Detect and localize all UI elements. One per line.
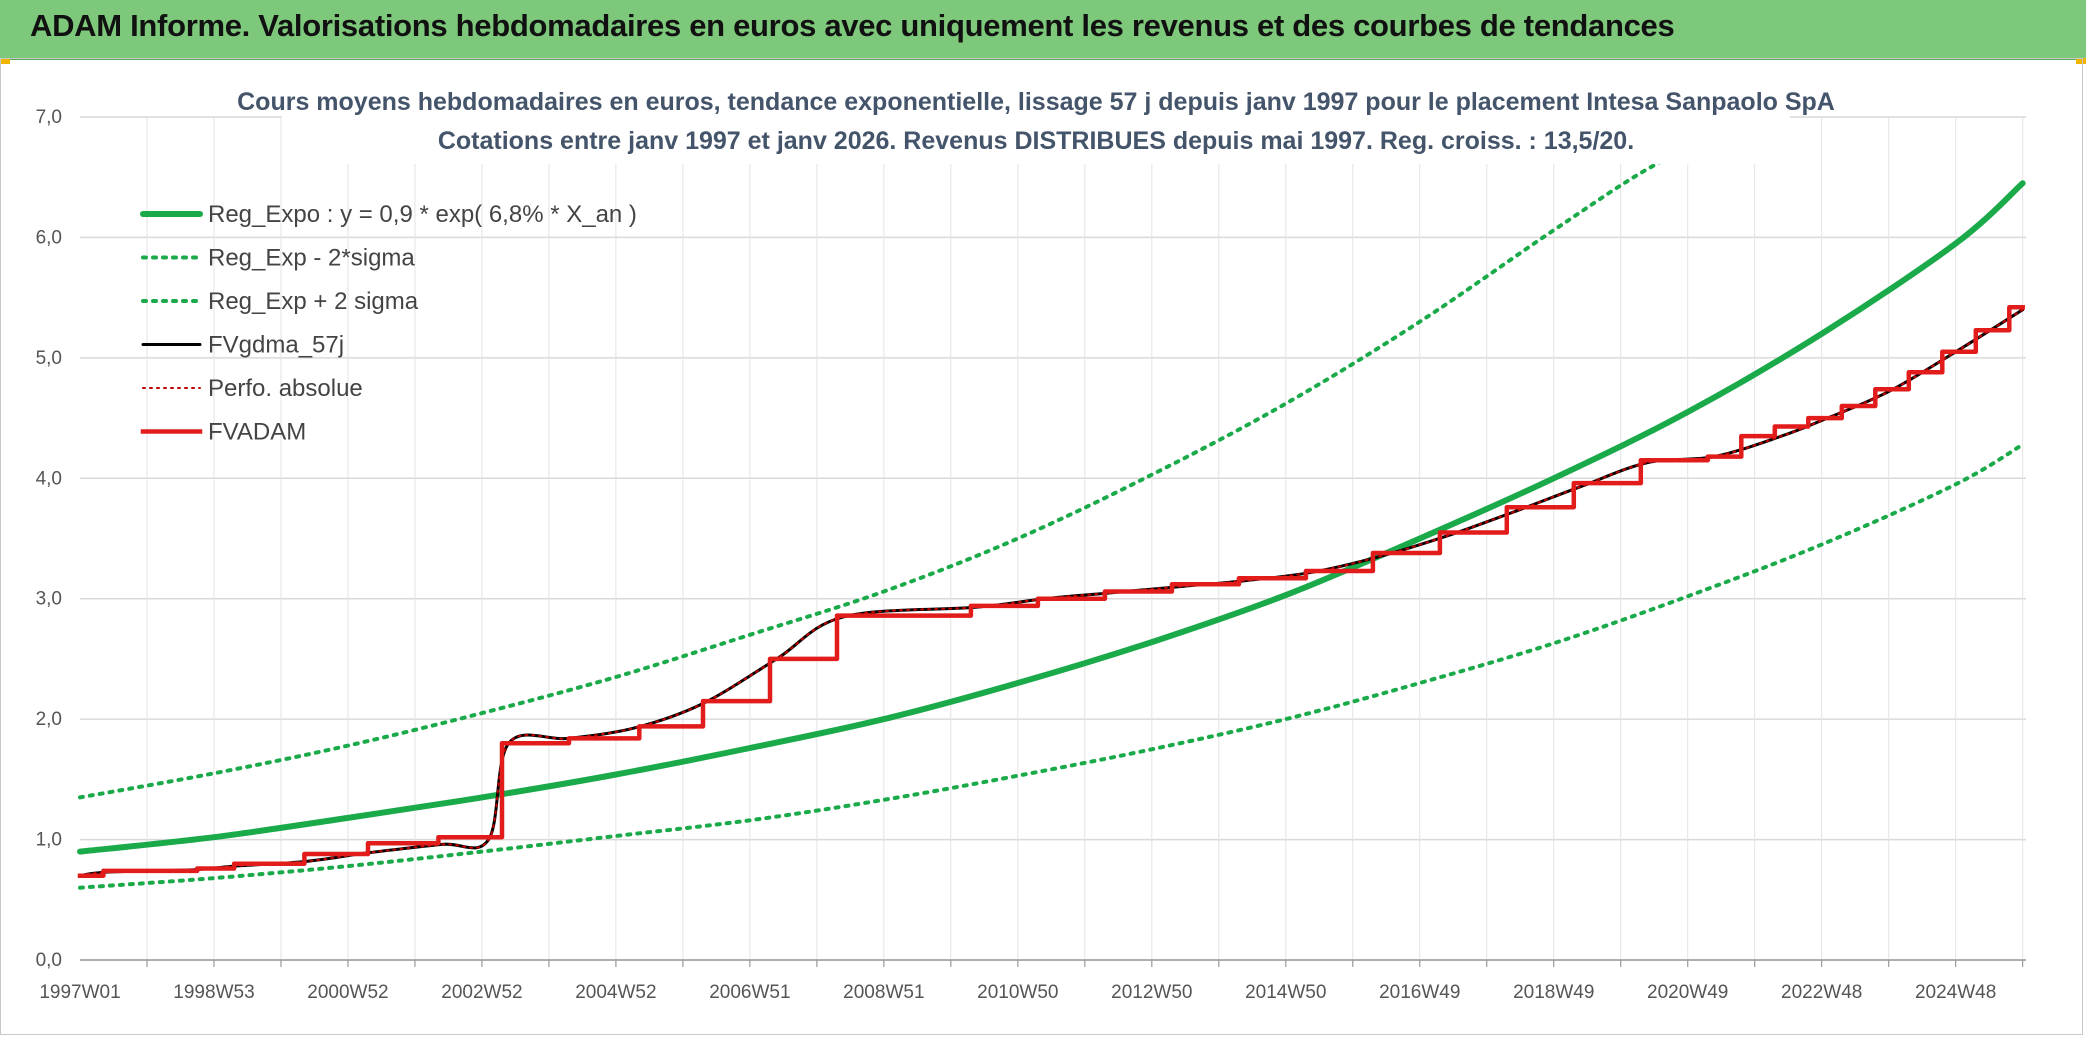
legend-label: Reg_Expo : y = 0,9 * exp( 6,8% * X_an ) bbox=[208, 201, 637, 228]
x-tick-label: 2018W49 bbox=[1513, 982, 1594, 1003]
series-line bbox=[77, 305, 2025, 878]
x-tick-label: 2020W49 bbox=[1647, 982, 1728, 1003]
title-background bbox=[282, 84, 1790, 164]
x-tick-label: 2012W50 bbox=[1111, 982, 1192, 1003]
y-tick-label: 6,0 bbox=[36, 227, 62, 248]
chart-frame bbox=[0, 58, 2083, 1035]
y-tick-label: 4,0 bbox=[36, 468, 62, 489]
x-tick-label: 2010W50 bbox=[977, 982, 1058, 1003]
axis-layer: 0,0 1,0 2,0 3,0 4,0 5,0 6,0 7,0 1997W01 1998W53 20… bbox=[36, 107, 2026, 1003]
chart-title: Cours moyens hebdomadaires en euros, ten… bbox=[237, 88, 1835, 116]
y-tick-label: 2,0 bbox=[36, 709, 62, 730]
y-tick-label: 3,0 bbox=[36, 589, 62, 610]
chart-subtitle: Cotations entre janv 1997 et janv 2026. … bbox=[438, 127, 1634, 155]
series-line bbox=[77, 180, 2026, 855]
chart-legend: Reg_Expo : y = 0,9 * exp( 6,8% * X_an ) R… bbox=[140, 201, 637, 446]
series-line bbox=[78, 442, 2025, 890]
x-tick-label: 1998W53 bbox=[173, 982, 254, 1003]
series-line bbox=[78, 115, 1757, 800]
x-tick-label: 2006W51 bbox=[709, 982, 790, 1003]
x-tick-label: 2002W52 bbox=[441, 982, 522, 1003]
corner-accent-left bbox=[0, 58, 10, 64]
legend-label: FVADAM bbox=[208, 419, 306, 446]
y-tick-label: 0,0 bbox=[36, 950, 62, 971]
legend-label: FVgdma_57j bbox=[208, 332, 344, 359]
x-tick-label: 2022W48 bbox=[1781, 982, 1862, 1003]
y-tick-label: 1,0 bbox=[36, 830, 62, 851]
y-tick-label: 5,0 bbox=[36, 348, 62, 369]
x-tick-label: 1997W01 bbox=[39, 982, 120, 1003]
report-banner: ADAM Informe. Valorisations hebdomadaire… bbox=[0, 0, 2086, 60]
x-tick-label: 2004W52 bbox=[575, 982, 656, 1003]
legend-label: Reg_Exp + 2 sigma bbox=[208, 288, 419, 315]
series-line bbox=[79, 308, 2024, 877]
y-tick-label: 7,0 bbox=[36, 107, 62, 128]
x-tick-label: 2000W52 bbox=[307, 982, 388, 1003]
legend-label: Reg_Exp - 2*sigma bbox=[208, 245, 415, 272]
series-layer bbox=[77, 115, 2026, 890]
corner-accent-right bbox=[2076, 58, 2086, 64]
x-tick-label: 2016W49 bbox=[1379, 982, 1460, 1003]
legend-label: Perfo. absolue bbox=[208, 375, 363, 402]
x-tick-label: 2014W50 bbox=[1245, 982, 1326, 1003]
x-tick-label: 2024W48 bbox=[1915, 982, 1996, 1003]
series-line bbox=[78, 308, 2025, 878]
x-tick-label: 2008W51 bbox=[843, 982, 924, 1003]
grid-layer bbox=[80, 116, 2026, 961]
report-title: ADAM Informe. Valorisations hebdomadaire… bbox=[30, 8, 1675, 43]
title-layer: Cours moyens hebdomadaires en euros, ten… bbox=[237, 84, 1835, 164]
